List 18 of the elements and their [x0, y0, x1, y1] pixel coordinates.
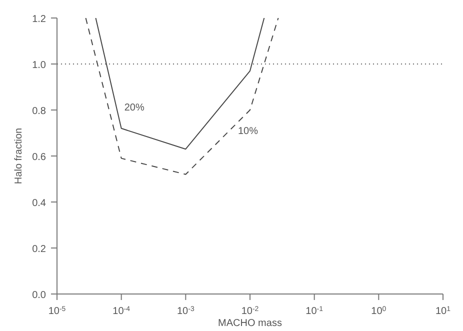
- y-tick-label: 0.6: [32, 152, 46, 163]
- x-tick-label: 10$^{1}$: [435, 306, 451, 317]
- y-axis-title: Halo fraction: [14, 128, 25, 184]
- x-axis-title: MACHO mass: [218, 318, 282, 329]
- x-tick-label: 10$^{-2}$: [241, 306, 259, 317]
- x-tick-label: 10$^{-1}$: [306, 306, 324, 317]
- x-tick-label: 10$^{-5}$: [48, 306, 66, 317]
- y-tick-label: 1.0: [32, 60, 46, 71]
- x-tick-label: 10$^{-4}$: [112, 306, 130, 317]
- y-tick-label: 1.2: [32, 14, 46, 25]
- x-tick-label: 10$^{-3}$: [176, 306, 194, 317]
- series-label: 10%: [238, 126, 258, 137]
- y-tick-label: 0.2: [32, 244, 46, 255]
- y-tick-label: 0.4: [32, 198, 46, 209]
- x-tick-label: 10$^{0}$: [371, 306, 386, 317]
- series-label: 20%: [124, 102, 144, 114]
- y-tick-label: 0.0: [32, 290, 46, 301]
- y-tick-label: 0.8: [32, 106, 46, 117]
